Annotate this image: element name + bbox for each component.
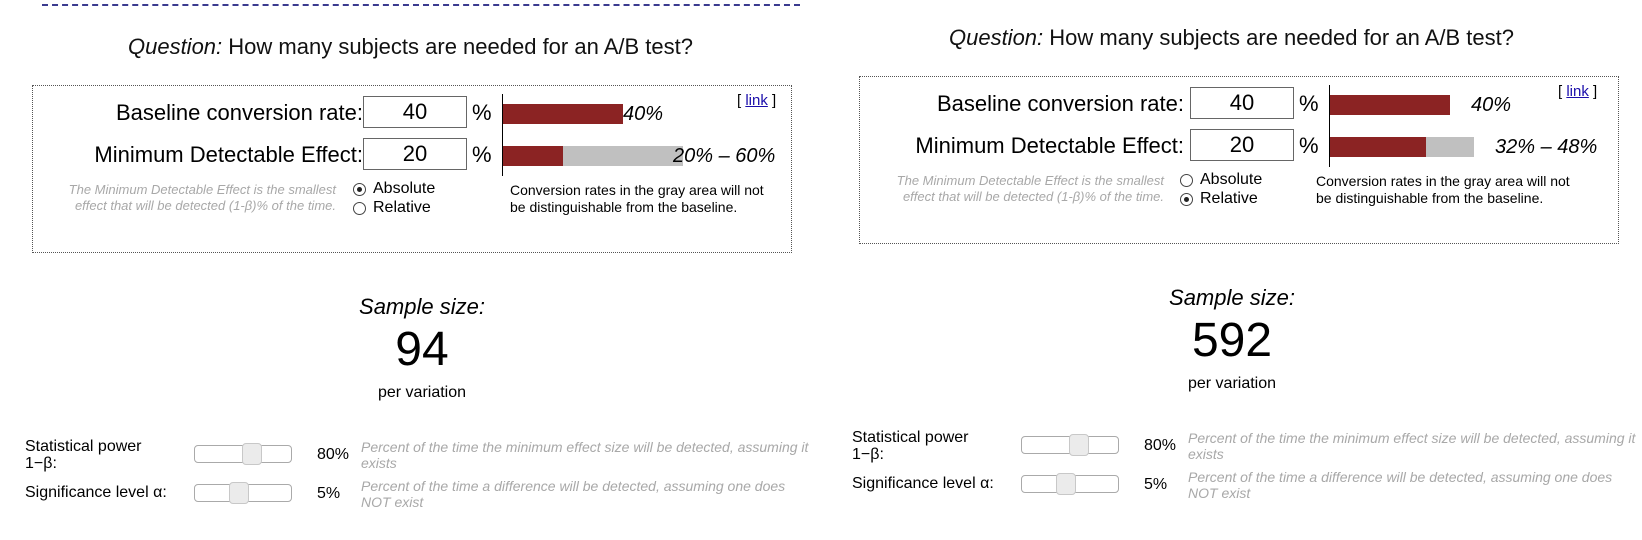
significance-value: 5% — [317, 485, 341, 502]
power-label: Statistical power 1−β: — [852, 429, 969, 463]
mde-red-bar — [503, 146, 563, 166]
question-heading: Question: How many subjects are needed f… — [821, 25, 1642, 51]
radio-absolute[interactable]: Absolute — [353, 180, 435, 198]
significance-description: Percent of the time a difference will be… — [361, 478, 786, 510]
link-group: [ link ] — [1558, 83, 1597, 100]
mde-percent-sign: % — [1299, 133, 1319, 158]
baseline-bar-label: 40% — [1471, 94, 1512, 116]
question-text: How many subjects are needed for an A/B … — [228, 34, 693, 59]
significance-label: Significance level α: — [852, 475, 994, 492]
power-description: Percent of the time the minimum effect s… — [361, 439, 809, 471]
radio-relative-button[interactable] — [353, 201, 366, 215]
gray-area-note: Conversion rates in the gray area will n… — [510, 182, 764, 215]
power-slider-handle[interactable] — [1068, 434, 1089, 456]
radio-relative[interactable]: Relative — [353, 199, 431, 217]
sample-size-title: Sample size: — [359, 294, 485, 319]
sample-size-title: Sample size: — [1169, 285, 1295, 310]
baseline-bar — [1330, 95, 1450, 115]
dashed-divider — [42, 0, 800, 6]
power-description: Percent of the time the minimum effect s… — [1188, 430, 1636, 462]
bar-axis-line — [1329, 85, 1330, 167]
significance-slider[interactable] — [1021, 473, 1119, 495]
radio-absolute-button[interactable] — [1180, 173, 1193, 187]
baseline-input[interactable] — [363, 96, 467, 128]
baseline-percent-sign: % — [472, 100, 492, 125]
baseline-label: Baseline conversion rate: — [115, 100, 363, 125]
sample-size-value: 94 — [395, 323, 449, 376]
input-panel: Baseline conversion rate: % Minimum Dete… — [859, 76, 1619, 244]
mde-label: Minimum Detectable Effect: — [915, 133, 1184, 158]
calculator-relative: Question: How many subjects are needed f… — [821, 0, 1642, 540]
significance-description: Percent of the time a difference will be… — [1188, 469, 1613, 501]
radio-relative-label: Relative — [1200, 190, 1258, 207]
mde-range-label: 32% – 48% — [1495, 136, 1598, 158]
question-text: How many subjects are needed for an A/B … — [1049, 25, 1514, 50]
mde-input[interactable] — [1190, 129, 1294, 161]
significance-label: Significance level α: — [25, 484, 167, 501]
power-slider[interactable] — [194, 443, 292, 465]
baseline-bar-label: 40% — [623, 103, 664, 125]
question-prefix: Question: — [127, 34, 223, 59]
mde-input[interactable] — [363, 138, 467, 170]
question-heading: Question: How many subjects are needed f… — [0, 34, 821, 60]
input-panel: Baseline conversion rate: % Minimum Dete… — [32, 85, 792, 253]
mde-percent-sign: % — [472, 142, 492, 167]
mde-label: Minimum Detectable Effect: — [94, 142, 363, 167]
baseline-label: Baseline conversion rate: — [936, 91, 1184, 116]
mde-hint: The Minimum Detectable Effect is the sma… — [896, 173, 1164, 204]
baseline-input[interactable] — [1190, 87, 1294, 119]
link-close-bracket: ] — [1593, 83, 1598, 100]
link-group: [ link ] — [737, 92, 776, 109]
bar-axis-line — [502, 94, 503, 176]
sample-size-value: 592 — [1191, 314, 1273, 367]
baseline-bar — [503, 104, 623, 124]
mde-range-label: 20% – 60% — [673, 145, 776, 167]
radio-absolute[interactable]: Absolute — [1180, 171, 1262, 189]
link-open-bracket: [ — [737, 92, 742, 109]
radio-relative-label: Relative — [373, 199, 431, 216]
radio-relative[interactable]: Relative — [1180, 190, 1258, 208]
significance-slider-handle[interactable] — [1055, 473, 1076, 495]
link-close-bracket: ] — [772, 92, 777, 109]
link-open-bracket: [ — [1558, 83, 1563, 100]
radio-absolute-button[interactable] — [353, 182, 366, 196]
power-slider[interactable] — [1021, 434, 1119, 456]
mde-red-bar — [1330, 137, 1426, 157]
power-value: 80% — [317, 446, 350, 463]
radio-relative-button[interactable] — [1180, 192, 1193, 206]
question-prefix: Question: — [948, 25, 1044, 50]
power-value: 80% — [1144, 437, 1177, 454]
significance-slider-handle[interactable] — [228, 482, 249, 504]
significance-value: 5% — [1144, 476, 1168, 493]
power-slider-handle[interactable] — [241, 443, 262, 465]
sample-size-unit: per variation — [1187, 375, 1277, 392]
mde-hint: The Minimum Detectable Effect is the sma… — [68, 182, 336, 213]
baseline-percent-sign: % — [1299, 91, 1319, 116]
sample-size-unit: per variation — [377, 384, 467, 401]
power-label: Statistical power 1−β: — [25, 438, 142, 472]
radio-absolute-label: Absolute — [373, 180, 436, 197]
gray-area-note: Conversion rates in the gray area will n… — [1316, 173, 1570, 206]
permalink[interactable]: link — [1566, 83, 1589, 100]
radio-absolute-label: Absolute — [1200, 171, 1263, 188]
significance-slider[interactable] — [194, 482, 292, 504]
calculator-absolute: Question: How many subjects are needed f… — [0, 34, 821, 510]
permalink[interactable]: link — [745, 92, 768, 109]
